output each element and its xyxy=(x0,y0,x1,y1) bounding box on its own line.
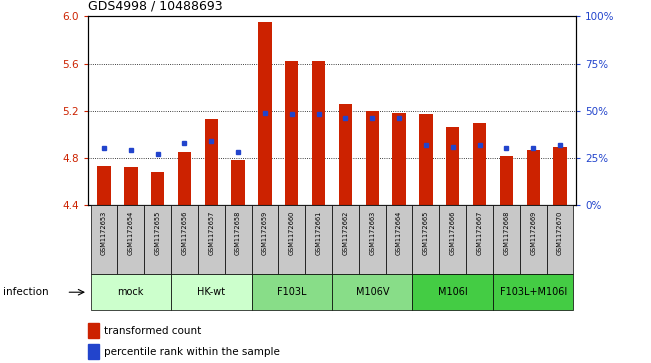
Bar xyxy=(527,150,540,205)
Text: GSM1172664: GSM1172664 xyxy=(396,211,402,255)
Bar xyxy=(225,205,251,274)
Text: GSM1172666: GSM1172666 xyxy=(450,211,456,255)
Bar xyxy=(88,344,99,359)
Bar xyxy=(171,274,251,310)
Bar xyxy=(145,205,171,274)
Bar xyxy=(359,205,385,274)
Text: M106V: M106V xyxy=(355,287,389,297)
Text: GSM1172654: GSM1172654 xyxy=(128,211,134,255)
Bar xyxy=(385,205,413,274)
Text: GSM1172653: GSM1172653 xyxy=(101,211,107,255)
Bar xyxy=(473,123,486,205)
Bar xyxy=(553,147,567,205)
Bar xyxy=(251,205,279,274)
Text: GSM1172658: GSM1172658 xyxy=(235,211,241,255)
Text: transformed count: transformed count xyxy=(104,326,201,336)
Bar xyxy=(419,114,433,205)
Text: GSM1172663: GSM1172663 xyxy=(369,211,375,255)
Bar xyxy=(171,205,198,274)
Bar xyxy=(493,205,519,274)
Bar xyxy=(151,172,164,205)
Bar xyxy=(97,166,111,205)
Bar xyxy=(393,113,406,205)
Bar xyxy=(258,22,271,205)
Bar xyxy=(117,205,145,274)
Bar xyxy=(332,274,413,310)
Text: GSM1172670: GSM1172670 xyxy=(557,211,563,255)
Text: HK-wt: HK-wt xyxy=(197,287,225,297)
Text: GSM1172665: GSM1172665 xyxy=(423,211,429,255)
Text: GSM1172668: GSM1172668 xyxy=(503,211,509,255)
Bar xyxy=(124,167,137,205)
Bar xyxy=(279,205,305,274)
Bar xyxy=(285,61,298,205)
Bar xyxy=(500,155,513,205)
Bar xyxy=(178,152,191,205)
Text: GSM1172669: GSM1172669 xyxy=(530,211,536,255)
Text: GSM1172656: GSM1172656 xyxy=(182,211,187,255)
Text: M106I: M106I xyxy=(438,287,467,297)
Bar xyxy=(493,274,574,310)
Text: F103L+M106I: F103L+M106I xyxy=(499,287,567,297)
Bar xyxy=(332,205,359,274)
Bar xyxy=(366,111,379,205)
Text: GSM1172659: GSM1172659 xyxy=(262,211,268,255)
Bar xyxy=(439,205,466,274)
Bar xyxy=(88,323,99,338)
Text: GSM1172661: GSM1172661 xyxy=(316,211,322,255)
Bar xyxy=(204,119,218,205)
Bar xyxy=(90,205,117,274)
Bar xyxy=(231,160,245,205)
Bar xyxy=(339,104,352,205)
Bar xyxy=(519,205,547,274)
Text: GSM1172662: GSM1172662 xyxy=(342,211,348,255)
Bar xyxy=(466,205,493,274)
Bar xyxy=(90,274,171,310)
Text: mock: mock xyxy=(118,287,144,297)
Text: GSM1172657: GSM1172657 xyxy=(208,211,214,255)
Text: GSM1172660: GSM1172660 xyxy=(289,211,295,255)
Bar xyxy=(446,127,460,205)
Bar xyxy=(305,205,332,274)
Bar xyxy=(312,61,326,205)
Bar xyxy=(547,205,574,274)
Text: F103L: F103L xyxy=(277,287,307,297)
Text: GDS4998 / 10488693: GDS4998 / 10488693 xyxy=(88,0,223,13)
Bar xyxy=(413,205,439,274)
Text: infection: infection xyxy=(3,287,49,297)
Text: GSM1172667: GSM1172667 xyxy=(477,211,482,255)
Bar xyxy=(198,205,225,274)
Bar xyxy=(413,274,493,310)
Text: percentile rank within the sample: percentile rank within the sample xyxy=(104,347,279,357)
Bar xyxy=(251,274,332,310)
Text: GSM1172655: GSM1172655 xyxy=(155,211,161,255)
